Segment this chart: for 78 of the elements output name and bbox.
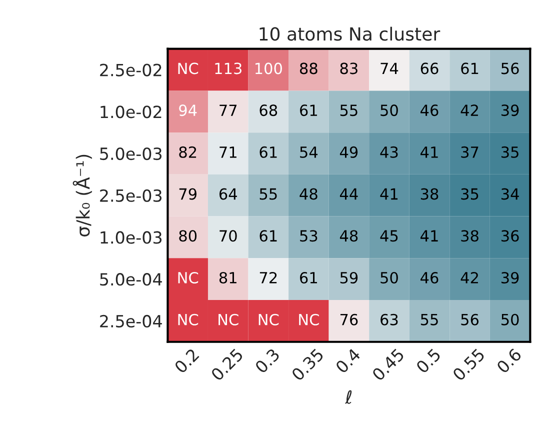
y-tick-label: 2.5e-03 xyxy=(100,189,162,202)
data-label: 71 xyxy=(220,146,236,158)
x-tick-label: 0.5 xyxy=(415,348,442,374)
text: NC xyxy=(178,272,198,284)
data-label: 82 xyxy=(179,146,196,158)
data-label: 79 xyxy=(179,188,196,200)
y-axis-title: σ/k₀ (Å⁻¹) xyxy=(72,154,92,236)
x-tick-label: 0.3 xyxy=(254,348,280,374)
data-label: 80 xyxy=(179,230,197,242)
data-label: 39 xyxy=(501,272,519,284)
data-label: 64 xyxy=(219,188,237,200)
data-label: 54 xyxy=(300,146,318,158)
data-label: 53 xyxy=(300,230,318,242)
y-tick-label: 1.0e-02 xyxy=(100,106,162,118)
data-label: 61 xyxy=(260,146,277,158)
data-label: 46 xyxy=(420,104,438,116)
text: NC xyxy=(258,314,279,326)
data-label: 77 xyxy=(220,104,237,116)
data-label: 55 xyxy=(340,104,358,116)
y-tick-label: 2.5e-04 xyxy=(100,314,162,328)
data-label: 50 xyxy=(380,272,398,284)
x-axis-title: ℓ xyxy=(344,390,352,404)
chart-title: 10 atoms Na cluster xyxy=(260,26,440,41)
data-label: 39 xyxy=(501,104,519,116)
data-label: 100 xyxy=(255,62,282,74)
data-label: 45 xyxy=(380,230,398,242)
data-label: 63 xyxy=(380,314,398,326)
data-label: 42 xyxy=(460,272,478,284)
data-label: 66 xyxy=(420,62,438,74)
data-label: 113 xyxy=(215,62,242,74)
data-label: 61 xyxy=(300,272,317,284)
data-label: 94 xyxy=(179,104,197,116)
data-label: 38 xyxy=(420,188,438,200)
data-label: 50 xyxy=(380,104,398,116)
data-label: 61 xyxy=(260,230,277,242)
data-label: 56 xyxy=(461,314,479,326)
data-label: 43 xyxy=(380,146,398,158)
data-label: 41 xyxy=(420,146,438,158)
data-label: 42 xyxy=(460,104,478,116)
text: NC xyxy=(299,314,319,326)
x-tick-label: 0.4 xyxy=(334,348,362,374)
data-label: 37 xyxy=(461,146,478,158)
data-label: 41 xyxy=(420,230,438,242)
x-tick-label: 0.6 xyxy=(496,348,522,374)
data-label: 74 xyxy=(380,62,398,74)
data-label: 76 xyxy=(340,314,358,326)
data-label: 56 xyxy=(502,62,519,74)
data-label: 48 xyxy=(300,188,318,200)
data-label: 81 xyxy=(219,272,236,284)
data-label: 72 xyxy=(260,272,277,284)
data-label: 35 xyxy=(501,146,518,158)
data-label: 48 xyxy=(340,230,358,242)
data-label: 35 xyxy=(461,188,478,200)
data-label: 55 xyxy=(260,188,277,200)
y-tick-label: 5.0e-03 xyxy=(100,147,162,160)
data-label: 70 xyxy=(220,230,237,242)
data-label: 55 xyxy=(420,314,438,326)
data-label: 68 xyxy=(260,104,278,116)
data-label: 83 xyxy=(340,62,358,74)
data-label: 41 xyxy=(380,188,398,200)
data-label: 49 xyxy=(340,146,358,158)
data-label: 44 xyxy=(340,188,358,200)
y-tick-label: 2.5e-02 xyxy=(100,64,162,76)
data-label: 59 xyxy=(340,272,358,284)
data-label: 34 xyxy=(501,188,519,200)
data-label: 50 xyxy=(502,314,519,326)
data-label: 38 xyxy=(461,230,478,242)
text: NC xyxy=(178,314,198,326)
y-tick-label: 1.0e-03 xyxy=(100,231,162,244)
data-label: 61 xyxy=(300,104,317,116)
x-tick-label: 0.2 xyxy=(174,348,200,374)
data-label: 88 xyxy=(300,62,318,74)
text: NC xyxy=(178,62,198,74)
data-label: 46 xyxy=(420,272,438,284)
y-tick-label: 5.0e-04 xyxy=(100,273,162,286)
data-label: 61 xyxy=(461,62,478,74)
data-label: 36 xyxy=(501,230,519,242)
text: NC xyxy=(218,314,238,326)
